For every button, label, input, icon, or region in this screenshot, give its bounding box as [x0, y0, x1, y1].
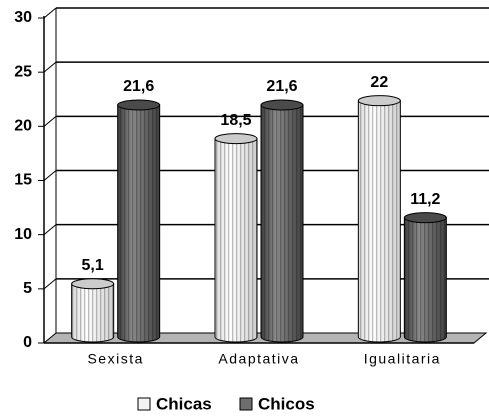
legend-label: Chicas	[156, 394, 212, 413]
y-tick-label: 0	[23, 334, 32, 351]
bar-top	[357, 95, 401, 107]
bar-top	[214, 133, 258, 145]
y-tick-label: 25	[14, 63, 32, 80]
data-label: 21,6	[123, 78, 154, 95]
data-label: 22	[370, 74, 388, 91]
data-label: 18,5	[220, 112, 251, 129]
x-tick-label: Igualitaria	[364, 351, 441, 367]
bar-stripes	[117, 105, 160, 342]
bar	[403, 212, 447, 343]
y-tick-label: 10	[14, 226, 32, 243]
bar-stripes	[358, 100, 401, 343]
grid-line	[43, 224, 57, 236]
bar	[117, 99, 161, 343]
grid-line	[43, 115, 57, 127]
data-label: 11,2	[410, 191, 440, 208]
legend-swatch	[239, 397, 253, 411]
x-tick-label: Sexista	[87, 351, 143, 367]
grid-line	[43, 7, 57, 19]
bar-top	[71, 278, 115, 290]
data-label: 21,6	[266, 78, 297, 95]
legend-label: Chicos	[258, 394, 315, 413]
y-tick-label: 30	[14, 9, 32, 26]
bar	[260, 99, 304, 343]
grid-line	[43, 61, 57, 73]
x-tick-label: Adaptativa	[218, 351, 299, 367]
y-tick-label: 5	[23, 280, 32, 297]
legend-swatch	[137, 397, 151, 411]
bar-stripes	[261, 105, 303, 342]
bar-top	[260, 99, 304, 111]
bar-stripes	[215, 138, 257, 342]
y-tick-label: 15	[14, 172, 32, 189]
bar-top	[117, 99, 161, 111]
grid-line	[43, 278, 57, 290]
bar-top	[403, 212, 447, 224]
bar	[357, 95, 401, 343]
y-tick-label: 20	[14, 118, 32, 135]
data-label: 5,1	[82, 257, 104, 274]
bar	[71, 278, 115, 343]
bar	[214, 133, 258, 343]
bar-stripes	[71, 283, 114, 342]
bar-stripes	[404, 217, 447, 342]
grid-line	[43, 170, 57, 181]
